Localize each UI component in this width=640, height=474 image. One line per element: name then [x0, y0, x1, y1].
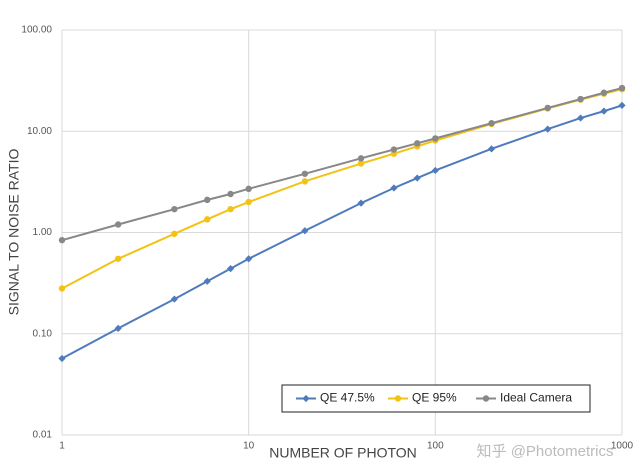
data-point	[301, 227, 309, 235]
legend-marker	[302, 394, 310, 403]
data-point	[171, 230, 178, 238]
y-tick-label: 1.00	[33, 227, 53, 238]
data-point	[413, 174, 421, 182]
data-point	[245, 255, 253, 263]
y-tick-label: 10.00	[27, 126, 52, 137]
y-tick-label: 0.10	[33, 328, 53, 339]
legend-box	[281, 384, 591, 413]
data-point	[414, 140, 421, 147]
data-point	[431, 166, 439, 175]
data-point	[390, 146, 398, 153]
x-axis-label: NUMBER OF PHOTON	[269, 445, 417, 461]
watermark: 知乎 @Photometrics	[477, 443, 614, 460]
y-tick-label: 0.01	[33, 430, 53, 441]
legend-label: QE 95%	[412, 391, 457, 405]
data-point	[357, 160, 365, 167]
data-point	[488, 120, 495, 127]
data-point	[544, 125, 552, 133]
data-point	[58, 236, 66, 244]
legend-marker	[394, 395, 402, 402]
data-point	[544, 104, 551, 112]
data-point	[600, 107, 608, 115]
x-tick-label: 1	[59, 441, 65, 452]
data-point	[357, 155, 365, 162]
data-point	[204, 196, 211, 204]
data-point	[577, 95, 584, 103]
y-axis-label: SIGNAL TO NOISE RATIO	[6, 149, 22, 316]
data-point	[618, 101, 626, 110]
data-point	[600, 89, 608, 96]
data-point	[170, 295, 178, 303]
data-point	[576, 114, 585, 122]
data-point	[171, 205, 178, 213]
data-point	[357, 199, 365, 207]
data-point	[203, 277, 211, 285]
x-tick-label: 10	[243, 441, 255, 452]
data-point	[226, 265, 235, 273]
y-tick-label: 100.00	[21, 25, 52, 36]
x-tick-label: 1000	[611, 441, 634, 452]
data-point	[618, 84, 626, 92]
legend-label: Ideal Camera	[500, 391, 572, 405]
data-point	[227, 190, 234, 198]
legend-marker	[482, 395, 490, 402]
data-point	[301, 178, 309, 185]
data-point	[390, 184, 398, 192]
data-point	[245, 185, 252, 193]
data-point	[432, 135, 439, 142]
data-point	[114, 255, 122, 262]
series-line	[61, 87, 623, 242]
data-point	[114, 221, 122, 228]
data-point	[487, 145, 496, 153]
data-point	[301, 170, 309, 177]
data-point	[58, 285, 66, 292]
data-point	[227, 205, 234, 213]
data-point	[245, 198, 252, 206]
x-tick-label: 100	[427, 441, 444, 452]
legend-label: QE 47.5%	[320, 391, 375, 405]
data-point	[58, 354, 66, 363]
data-point	[114, 324, 122, 332]
series-line	[61, 104, 623, 360]
data-point	[204, 216, 211, 223]
